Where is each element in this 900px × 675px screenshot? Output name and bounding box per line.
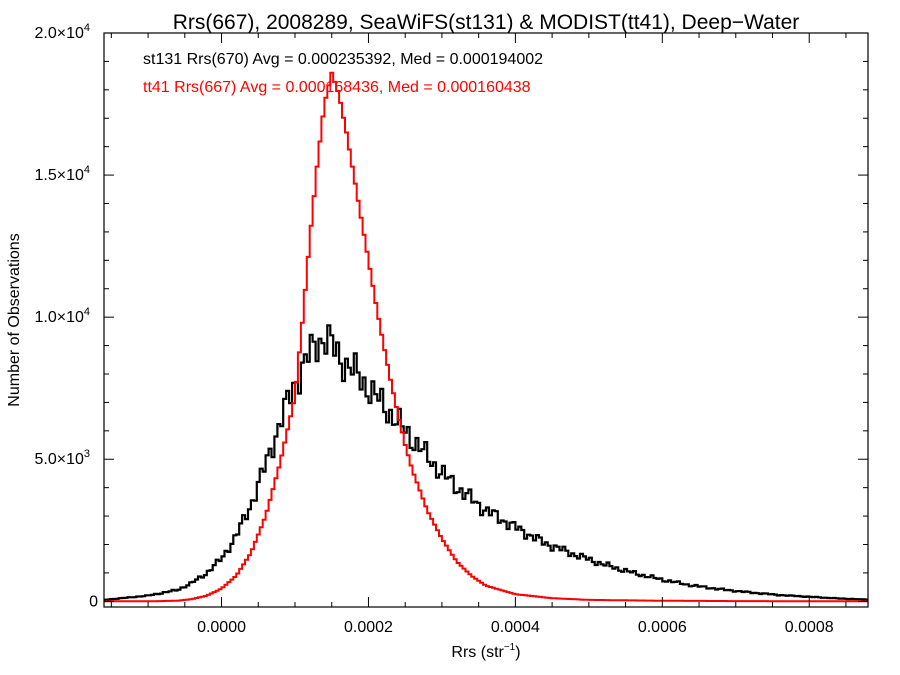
annotation-tt41: tt41 Rrs(667) Avg = 0.000168436, Med = 0… <box>143 79 531 96</box>
x-axis-label-close: ) <box>515 644 520 661</box>
tick-layer: 0.0000 0.0002 0.0004 0.0006 0.0008 0 5.0×103 1.… <box>34 22 868 636</box>
x-tick-label: 0.0004 <box>491 619 540 636</box>
x-tick-label: 0.0000 <box>197 619 246 636</box>
y-tick-label: 0 <box>89 593 98 610</box>
y-tick-label: 2.0×104 <box>34 22 90 42</box>
y-axis-label: Number of Observations <box>6 233 23 406</box>
histogram-series-tt41 <box>104 71 868 603</box>
chart-title: Rrs(667), 2008289, SeaWiFS(st131) & MODI… <box>173 11 800 34</box>
x-axis-label: Rrs (str−1) <box>451 642 520 661</box>
x-tick-label: 0.0008 <box>785 619 834 636</box>
x-axis-label-main: Rrs (str <box>451 644 504 661</box>
annotation-st131: st131 Rrs(670) Avg = 0.000235392, Med = … <box>143 51 543 68</box>
y-tick-label: 1.5×104 <box>34 164 90 184</box>
y-tick-label: 1.0×104 <box>34 306 90 326</box>
plot-frame <box>103 32 869 608</box>
x-tick-label: 0.0002 <box>344 619 393 636</box>
series-layer <box>104 71 868 603</box>
y-tick-label: 5.0×103 <box>34 448 90 468</box>
x-tick-label: 0.0006 <box>638 619 687 636</box>
histogram-series-st131 <box>104 324 868 601</box>
x-axis-label-sup: −1 <box>504 642 516 653</box>
